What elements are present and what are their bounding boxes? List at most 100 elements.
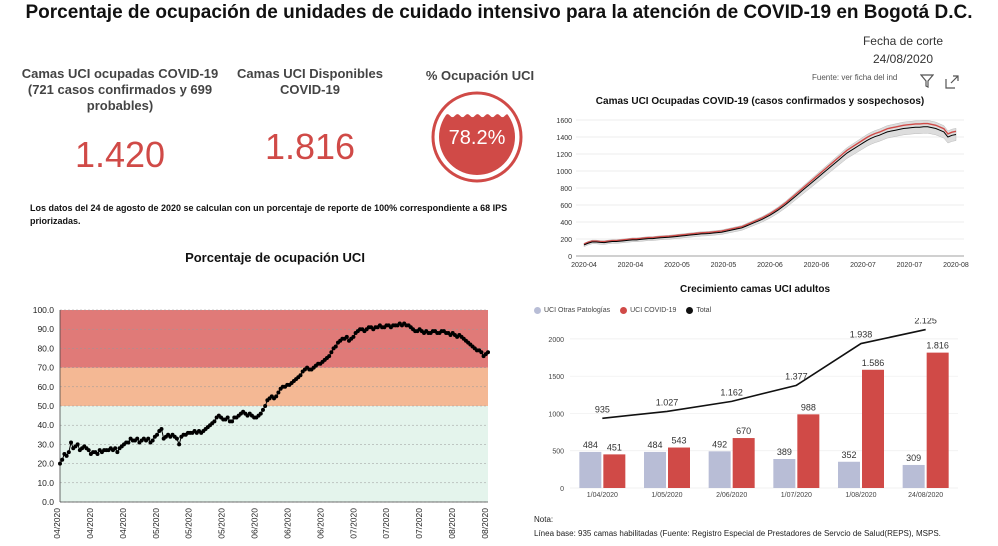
occupancy-x-tick: 05/2020	[217, 508, 227, 539]
occupancy-point	[95, 452, 100, 456]
occupancy-point	[155, 432, 160, 437]
legend-item-other[interactable]: UCI Otras Patologías	[534, 307, 610, 314]
bar-covid-label: 1.586	[862, 358, 885, 368]
occupancy-point	[260, 407, 265, 412]
bar-other-label: 484	[583, 440, 598, 450]
line-x-tick: 2020-06	[804, 262, 830, 269]
occupancy-x-tick: 05/2020	[151, 508, 161, 539]
icu-beds-line-chart: 0 200 400 600 800 1000 1200 1400 1600 2020-04 2020…	[556, 118, 969, 269]
legend-label-covid: UCI COVID-19	[630, 307, 677, 314]
bar-x-tick: 1/04/2020	[587, 492, 618, 499]
line-y-tick: 800	[560, 186, 572, 193]
occupancy-point	[69, 440, 74, 445]
bar-x-tick: 24/08/2020	[908, 492, 943, 499]
available-beds-value: 1.816	[264, 126, 356, 167]
legend-item-total[interactable]: Total	[686, 307, 711, 314]
available-beds-label: Camas UCI Disponibles COVID-19	[237, 66, 383, 97]
bar-covid	[732, 438, 755, 488]
bar-other	[902, 464, 925, 488]
occupancy-point	[60, 457, 65, 462]
cutoff-label: Fecha de corte	[862, 34, 944, 48]
occupancy-y-tick: 30.0	[37, 439, 54, 449]
occupancy-x-tick: 04/2020	[52, 508, 62, 539]
bar-y-tick: 1500	[548, 374, 564, 381]
occupancy-point	[274, 394, 279, 399]
occupancy-y-tick: 40.0	[37, 420, 54, 430]
line-y-tick: 1600	[556, 118, 572, 125]
bed-growth-bar-chart: 0 500 1000 1500 2000 484 451 1/04/2020 484 543 1/0…	[548, 318, 958, 499]
bar-x-tick: 1/05/2020	[651, 492, 682, 499]
line-x-tick: 2020-06	[757, 262, 783, 269]
bar-y-tick: 2000	[548, 337, 564, 344]
line-series-black	[583, 126, 957, 246]
occupancy-point	[135, 436, 140, 441]
line-x-tick: 2020-05	[664, 262, 690, 269]
occupancy-point	[177, 442, 182, 447]
occupancy-point	[225, 415, 230, 420]
legend-label-other: UCI Otras Patologías	[544, 307, 611, 314]
bar-other	[708, 451, 731, 488]
bar-x-tick: 1/08/2020	[845, 492, 876, 499]
occupancy-x-tick: 05/2020	[184, 508, 194, 539]
line-x-tick: 2020-05	[711, 262, 737, 269]
occupancy-point	[486, 350, 490, 355]
line-confidence-band	[583, 120, 957, 248]
occupancy-gauge: 78.2%	[431, 91, 523, 183]
line-y-tick: 0	[568, 254, 572, 261]
bar-covid	[668, 447, 690, 488]
occupancy-x-tick: 06/2020	[250, 508, 260, 539]
occupancy-y-tick: 50.0	[37, 401, 54, 411]
occupancy-point	[66, 450, 71, 455]
line-y-tick: 600	[560, 203, 572, 210]
filter-icon[interactable]	[920, 74, 934, 88]
line-x-tick: 2020-04	[571, 262, 597, 269]
occupied-beds-label: Camas UCI ocupadas COVID-19 (721 casos c…	[21, 66, 219, 113]
bar-other-label: 352	[841, 450, 856, 460]
bar-other-label: 389	[777, 447, 792, 457]
report-note: Los datos del 24 de agosto de 2020 se ca…	[30, 203, 508, 226]
gauge-fill	[439, 114, 515, 175]
line-x-tick: 2020-07	[897, 262, 923, 269]
line-y-tick: 200	[560, 237, 572, 244]
occupancy-y-tick: 90.0	[37, 324, 54, 334]
occupancy-point	[351, 334, 356, 339]
occupancy-point	[276, 390, 281, 395]
bar-covid-label: 451	[607, 442, 622, 452]
occupancy-point	[150, 438, 155, 443]
occupancy-point	[263, 404, 268, 408]
line-y-tick: 1000	[556, 169, 572, 176]
bar-y-tick: 1000	[548, 411, 564, 418]
source-text[interactable]: Fuente: ver ficha del ind	[812, 73, 898, 82]
legend-item-covid[interactable]: UCI COVID-19	[620, 307, 676, 314]
occupancy-x-tick: 06/2020	[315, 508, 325, 539]
bar-total-label: 1.027	[656, 397, 679, 407]
expand-icon[interactable]	[945, 75, 959, 89]
occupancy-band-2	[60, 310, 488, 368]
occupancy-point	[258, 411, 263, 416]
bar-total-label: 2.125	[914, 318, 937, 326]
occupancy-label: % Ocupación UCI	[425, 68, 535, 83]
bar-total-label: 935	[595, 404, 610, 414]
occupancy-point	[146, 436, 151, 441]
bar-other	[773, 459, 796, 488]
occupancy-y-tick: 20.0	[37, 459, 54, 469]
occupancy-point	[329, 350, 334, 355]
occupancy-point	[64, 453, 69, 458]
occupancy-point	[298, 373, 303, 378]
occupancy-x-tick: 07/2020	[381, 508, 391, 539]
occupancy-point	[115, 450, 120, 455]
line-x-tick: 2020-04	[618, 262, 644, 269]
page-title: Porcentaje de ocupación de unidades de c…	[25, 2, 973, 23]
bar-y-tick: 500	[552, 449, 564, 456]
occupancy-chart: 0.0 10.0 20.0 30.0 40.0 50.0 60.0 70.0 80.0 90.0 1…	[33, 305, 490, 539]
note-text: Línea base: 935 camas habilitadas (Fuent…	[534, 529, 941, 538]
occupancy-point	[327, 354, 332, 359]
occupancy-chart-title: Porcentaje de ocupación UCI	[185, 250, 365, 265]
bar-total-label: 1.162	[720, 387, 743, 397]
bar-covid	[926, 352, 949, 488]
occupancy-point	[126, 440, 131, 445]
legend-label-total: Total	[696, 307, 712, 314]
bar-other	[579, 451, 602, 488]
note-label: Nota:	[534, 515, 554, 524]
occupancy-x-tick: 04/2020	[85, 508, 95, 539]
